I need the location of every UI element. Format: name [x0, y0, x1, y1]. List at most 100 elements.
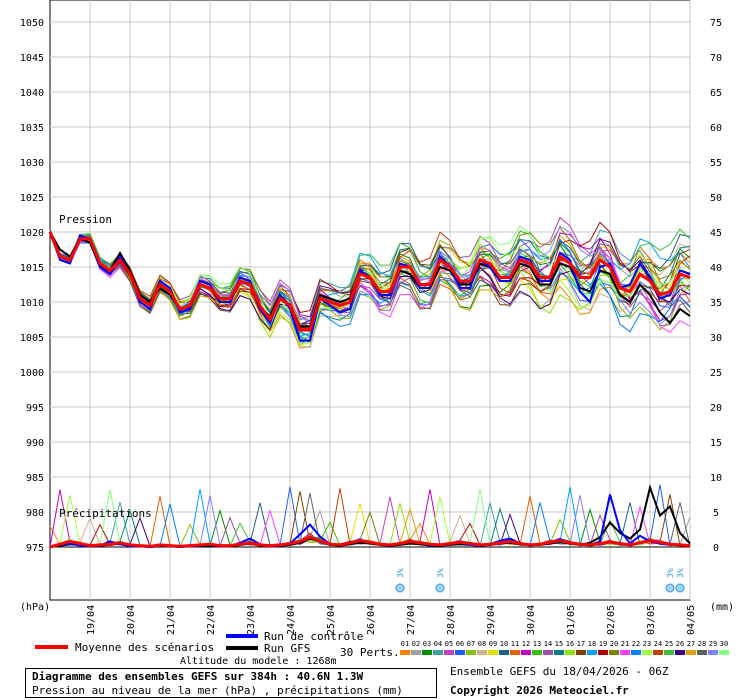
left-axis-ticks: 975 980 985 990 995 1000 1005 1010 1015 1020 1025 1… [20, 18, 44, 554]
legend-perts-label: 30 Perts. [340, 646, 400, 659]
pert-number-label: 13 [533, 640, 541, 648]
right-tick-label: 20 [710, 403, 722, 414]
pert-number-label: 25 [665, 640, 673, 648]
x-tick-label: 26/04 [366, 605, 377, 635]
left-tick-label: 1015 [20, 263, 44, 274]
pert-color-swatch [609, 650, 619, 655]
pert-number-label: 21 [621, 640, 629, 648]
pert-number-label: 22 [632, 640, 640, 648]
pert-color-swatch [697, 650, 707, 655]
pert-color-swatch [576, 650, 586, 655]
pert-number-label: 15 [555, 640, 563, 648]
main-series-lines [48, 231, 691, 549]
precip-panel-label: Précipitations [59, 507, 152, 520]
snow-probability-label: 3% [666, 568, 675, 578]
footer-title-box: Diagramme des ensembles GEFS sur 384h : … [25, 668, 437, 698]
left-tick-label: 1025 [20, 193, 44, 204]
pert-number-label: 04 [434, 640, 442, 648]
left-tick-label: 1005 [20, 333, 44, 344]
left-tick-label: 975 [26, 543, 44, 554]
series-pressure-line [48, 231, 691, 332]
pert-color-swatch [422, 650, 432, 655]
left-tick-label: 1035 [20, 123, 44, 134]
chart-grid [49, 0, 691, 601]
pert-color-swatch [499, 650, 509, 655]
x-tick-label: 22/04 [206, 605, 217, 635]
pert-number-label: 01 [401, 640, 409, 648]
pert-color-swatch [675, 650, 685, 655]
pert-number-label: 08 [478, 640, 486, 648]
left-tick-label: 1020 [20, 228, 44, 239]
snowflake-icon [435, 583, 445, 593]
left-tick-label: 1000 [20, 368, 44, 379]
pert-number-label: 27 [687, 640, 695, 648]
pert-number-label: 18 [588, 640, 596, 648]
snow-probability-label: 3% [676, 568, 685, 578]
right-tick-label: 60 [710, 123, 722, 134]
legend-mean-label: Moyenne des scénarios [75, 641, 214, 654]
snow-symbols: 3% 3% 3% 3% [395, 568, 685, 593]
x-axis-ticks: 19/04 20/04 21/04 22/04 23/04 24/04 25/04 26/04… [86, 605, 697, 635]
right-tick-label: 45 [710, 228, 722, 239]
footer-title: Diagramme des ensembles GEFS sur 384h : … [32, 670, 364, 683]
right-tick-label: 30 [710, 333, 722, 344]
snow-probability-label: 3% [396, 568, 405, 578]
right-tick-label: 75 [710, 18, 722, 29]
right-tick-label: 15 [710, 438, 722, 449]
x-tick-label: 25/04 [326, 605, 337, 635]
snowflake-icon [675, 583, 685, 593]
pert-number-label: 16 [566, 640, 574, 648]
left-tick-label: 1030 [20, 158, 44, 169]
x-tick-label: 23/04 [246, 605, 257, 635]
right-tick-label: 0 [713, 543, 719, 554]
run-info: Ensemble GEFS du 18/04/2026 - 06Z [450, 665, 669, 678]
pert-color-swatch [521, 650, 531, 655]
pert-color-swatch [664, 650, 674, 655]
pert-number-label: 29 [709, 640, 717, 648]
x-tick-label: 04/05 [686, 605, 697, 635]
pert-number-label: 20 [610, 640, 618, 648]
x-tick-label: 30/04 [526, 605, 537, 635]
pert-color-swatch [455, 650, 465, 655]
right-tick-label: 5 [713, 508, 719, 519]
x-tick-label: 27/04 [406, 605, 417, 635]
left-tick-label: 1040 [20, 88, 44, 99]
perturbation-legend: 01 02 03 04 05 06 07 08 09 10 11 12 13 14 15 16 17 18 19 20… [400, 640, 729, 655]
pert-number-label: 30 [720, 640, 728, 648]
pert-color-swatch [554, 650, 564, 655]
altitude-label: Altitude du modele : 1268m [180, 656, 337, 667]
pert-number-label: 19 [599, 640, 607, 648]
right-tick-label: 40 [710, 263, 722, 274]
x-tick-label: 03/05 [646, 605, 657, 635]
x-tick-label: 20/04 [126, 605, 137, 635]
left-tick-label: 1010 [20, 298, 44, 309]
pert-number-label: 06 [456, 640, 464, 648]
pert-number-label: 09 [489, 640, 497, 648]
left-tick-label: 985 [26, 473, 44, 484]
perturbation-pressure-line [49, 231, 691, 328]
pert-color-swatch [411, 650, 421, 655]
right-axis-ticks: 0 5 10 15 20 25 30 35 40 45 50 55 60 65 70 75 [710, 18, 722, 554]
x-tick-label: 28/04 [446, 605, 457, 635]
pert-color-swatch [444, 650, 454, 655]
pert-number-label: 02 [412, 640, 420, 648]
x-tick-label: 24/04 [286, 605, 297, 635]
left-tick-label: 980 [26, 508, 44, 519]
pert-color-swatch [708, 650, 718, 655]
pert-color-swatch [587, 650, 597, 655]
right-tick-label: 65 [710, 88, 722, 99]
right-tick-label: 50 [710, 193, 722, 204]
snowflake-icon [665, 583, 675, 593]
left-tick-label: 990 [26, 438, 44, 449]
x-tick-label: 21/04 [166, 605, 177, 635]
right-tick-label: 35 [710, 298, 722, 309]
legend-control-label: Run de contrôle [264, 630, 363, 643]
left-tick-label: 1045 [20, 53, 44, 64]
x-tick-label: 19/04 [86, 605, 97, 635]
pert-number-label: 03 [423, 640, 431, 648]
pert-color-swatch [565, 650, 575, 655]
pert-color-swatch [686, 650, 696, 655]
pert-color-swatch [433, 650, 443, 655]
pert-number-label: 26 [676, 640, 684, 648]
